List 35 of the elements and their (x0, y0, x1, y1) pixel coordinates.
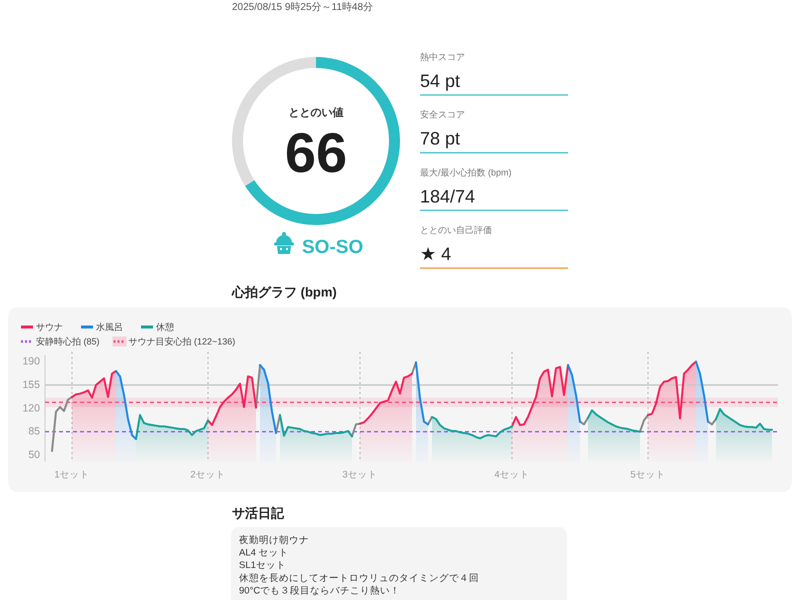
legend-label: 水風呂 (96, 322, 123, 332)
y-tick-label: 155 (22, 379, 40, 392)
text: ととのい値 (288, 106, 344, 119)
chart-title: 心拍グラフ (bpm) (231, 284, 337, 300)
y-tick-label: 190 (22, 356, 40, 368)
chart-title: 2025/08/15 9時25分～11時48分 (232, 1, 374, 13)
text: 90°Cでも３段目ならバチこり熱い！ (239, 584, 400, 596)
text: 夜勤明け朝ウナ (239, 534, 309, 546)
x-tick-label: 2セット (190, 470, 226, 480)
category-label: 最大/最小心拍数 (bpm) (420, 167, 512, 178)
x-tick-label: 3セット (342, 470, 378, 480)
text: 54 pt (420, 71, 460, 91)
y-tick-label: 85 (28, 426, 40, 438)
legend-label: サウナ (36, 322, 63, 332)
text: サ活日記 (232, 506, 285, 520)
text: 184/74 (420, 186, 476, 206)
text: 休憩を長めにしてオートロウリュのタイミングで４回 (239, 572, 479, 584)
data-label: 66 (284, 121, 348, 184)
y-tick-label: 120 (22, 402, 40, 414)
category-label: ととのい自己評価 (420, 225, 492, 236)
category-label: 熱中スコア (420, 52, 465, 62)
legend-label: サウナ目安心拍 (122~136) (128, 336, 236, 346)
legend-label: 安静時心拍 (85) (36, 336, 100, 346)
text: 78 pt (420, 128, 460, 149)
x-tick-label: 4セット (494, 470, 530, 480)
donut-slice (245, 57, 400, 225)
y-tick-label: 50 (28, 449, 40, 462)
text: AL4 セット (239, 548, 289, 559)
category-label: 安全スコア (420, 110, 465, 120)
text: SL1セット (239, 560, 286, 572)
x-tick-label: 1セット (54, 470, 90, 480)
x-tick-label: 5セット (630, 470, 666, 480)
text: SO-SO (302, 237, 364, 258)
legend-label: 休憩 (156, 322, 174, 332)
text: ★ 4 (420, 244, 452, 264)
